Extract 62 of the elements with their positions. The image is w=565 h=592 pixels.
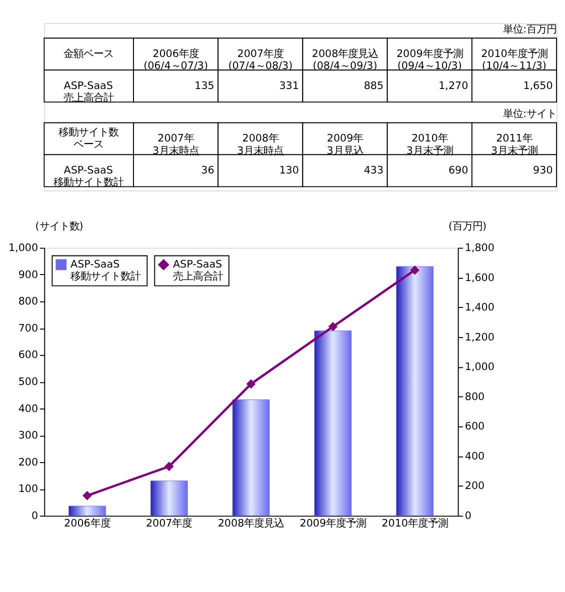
y-tick-label: 700: [18, 322, 38, 334]
y-tick-label: 900: [18, 268, 38, 281]
y-axis-title: (サイト数): [35, 220, 84, 232]
text: ASP-SaaS 移動サイト数計: [53, 164, 124, 189]
y-tick-label: 800: [18, 296, 38, 308]
text: 885: [364, 80, 384, 92]
point: [410, 266, 420, 274]
text: 36: [201, 164, 214, 176]
y-tick-label: 300: [18, 430, 38, 442]
x-tick-label: 2008年度見込: [218, 518, 284, 530]
text: 130: [279, 164, 299, 176]
bar: [232, 399, 270, 516]
y-tick-label: 0: [31, 510, 38, 522]
point: [164, 462, 174, 471]
text: 単位:百万円: [503, 23, 557, 36]
y2-tick-label: 200: [464, 480, 485, 492]
y2-axis-title: (百万円): [448, 220, 486, 232]
point: [82, 491, 92, 500]
text: 2009年度予測 (09/4～10/3): [396, 48, 463, 72]
y2-tick-label: 400: [464, 450, 485, 462]
y2-tick-label: 800: [464, 390, 485, 403]
bar: [396, 266, 434, 516]
y-tick-label: 400: [18, 402, 38, 415]
legend-label: ASP-SaaS 移動サイト数計: [70, 258, 141, 283]
y2-tick-label: 1,800: [464, 242, 494, 254]
y2-tick-label: 1,400: [464, 302, 494, 314]
text: 930: [533, 164, 553, 176]
x-tick-label: 2007年度: [146, 518, 192, 530]
x-tick-label: 2010年度予測: [382, 518, 448, 530]
bar: [314, 330, 352, 516]
point: [328, 322, 338, 331]
text: 331: [279, 80, 299, 92]
y-tick-label: 100: [18, 483, 38, 496]
point: [246, 380, 256, 388]
x-tick-label: 2009年度予測: [300, 518, 366, 530]
text: 1,650: [523, 80, 553, 92]
text: ASP-SaaS 売上高合計: [63, 80, 114, 104]
bar: [150, 480, 188, 516]
y-tick-label: 600: [18, 349, 38, 362]
y2-tick-label: 600: [464, 420, 485, 433]
text: 移動サイト数: [58, 126, 118, 138]
text: 単位:サイト: [503, 108, 557, 120]
y-tick-label: 1,000: [8, 242, 38, 254]
bar: [68, 506, 106, 516]
text: 690: [448, 164, 468, 176]
text: 2007年度 (07/4～08/3): [228, 48, 293, 72]
y2-tick-label: 1,000: [464, 361, 494, 374]
text: 2010年度予測 (10/4～11/3): [481, 48, 548, 72]
text: 1,270: [438, 80, 468, 92]
text: 金額ベース: [63, 48, 114, 60]
text: ベース: [73, 138, 104, 151]
y2-tick-label: 1,600: [464, 272, 494, 284]
y-tick-label: 500: [18, 376, 38, 388]
legend-label: ASP-SaaS 売上高合計: [172, 258, 223, 283]
y2-tick-label: 1,200: [464, 331, 494, 344]
y-tick-label: 200: [18, 456, 38, 468]
x-tick-label: 2006年度: [64, 518, 110, 530]
text: 135: [194, 80, 214, 92]
text: 2006年度 (06/4～07/3): [144, 48, 208, 72]
text: 2008年度見込 (08/4～09/3): [312, 48, 378, 72]
text: 433: [364, 164, 384, 176]
y2-tick-label: 0: [464, 510, 472, 522]
